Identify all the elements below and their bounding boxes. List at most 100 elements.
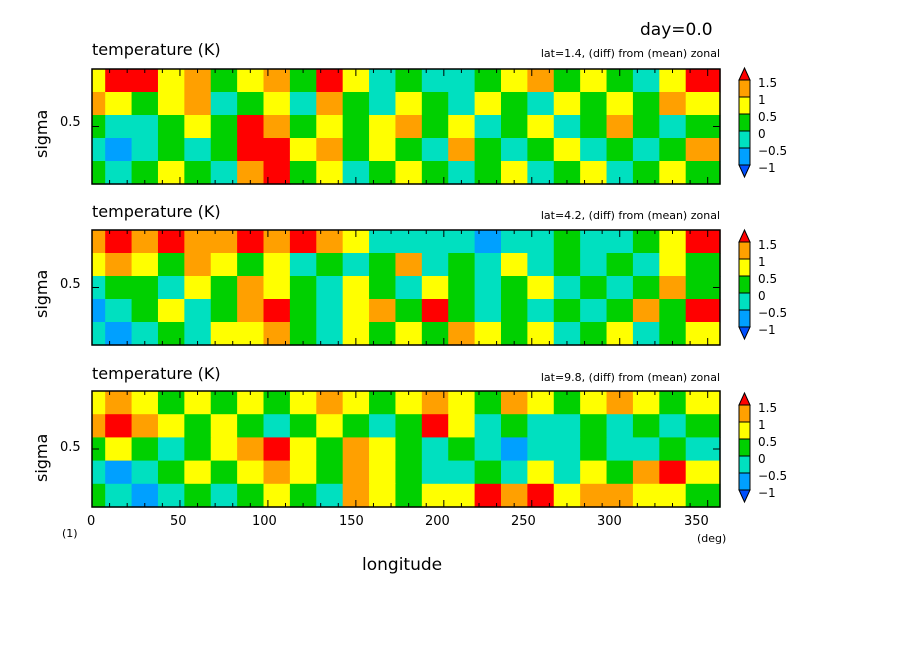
heatmap-cell: [395, 115, 423, 139]
heatmap-cell: [527, 138, 555, 162]
heatmap-cell: [263, 92, 291, 116]
heatmap-cell: [92, 69, 106, 93]
heatmap-cell: [184, 276, 212, 300]
heatmap-cell: [553, 437, 581, 462]
heatmap-cell: [105, 299, 133, 323]
heatmap-cell: [632, 437, 660, 462]
colorbar-arrow-up: [738, 228, 751, 243]
heatmap-cell: [553, 230, 581, 254]
heatmap-cell: [632, 276, 660, 300]
heatmap-cell: [553, 322, 581, 346]
heatmap-cell: [210, 92, 238, 116]
heatmap-cell: [289, 115, 317, 139]
heatmap-cell: [500, 391, 528, 415]
heatmap-cell: [659, 276, 687, 300]
heatmap-cell: [500, 115, 528, 139]
heatmap-cell: [289, 161, 317, 185]
heatmap-cell: [369, 161, 397, 185]
heatmap-cell: [316, 322, 344, 346]
panel-1-subtitle: lat=1.4, (diff) from (mean) zonal: [540, 47, 720, 60]
heatmap-cell: [448, 230, 476, 254]
heatmap-cell: [316, 299, 344, 323]
colorbar-segment: [738, 438, 751, 457]
heatmap-cell: [369, 115, 397, 139]
heatmap-cell: [632, 161, 660, 185]
heatmap-cell: [263, 253, 291, 277]
heatmap-cell: [580, 92, 608, 116]
heatmap-cell: [369, 437, 397, 462]
colorbar-segment: [738, 455, 751, 474]
heatmap-cell: [289, 391, 317, 415]
heatmap-cell: [474, 299, 502, 323]
heatmap-cell: [131, 322, 159, 346]
heatmap-cell: [92, 253, 106, 277]
colorbar-segment: [738, 309, 751, 328]
heatmap-cell: [369, 460, 397, 485]
heatmap-cell: [105, 230, 133, 254]
colorbar-segment: [738, 130, 751, 149]
heatmap-cell: [342, 414, 370, 438]
heatmap-cell: [316, 460, 344, 485]
heatmap-cell: [316, 69, 344, 93]
heatmap-cell: [131, 230, 159, 254]
heatmap-cell: [342, 299, 370, 323]
panel-1-ytick: 0.5: [60, 115, 81, 130]
x-tick-100: 100: [252, 514, 277, 529]
x-tick-0: 0: [87, 514, 96, 529]
heatmap-cell: [369, 483, 397, 508]
heatmap-cell: [659, 230, 687, 254]
heatmap-cell: [395, 92, 423, 116]
heatmap-cell: [105, 161, 133, 185]
cb3-label-1.5: 1.5: [758, 401, 778, 415]
heatmap-cell: [210, 276, 238, 300]
heatmap-cell: [448, 391, 476, 415]
heatmap-cell: [342, 253, 370, 277]
heatmap-cell: [105, 138, 133, 162]
panel-1-ylabel: sigma: [32, 109, 51, 158]
colorbar-segment: [738, 404, 751, 423]
heatmap-cell: [659, 115, 687, 139]
heatmap-cell: [316, 92, 344, 116]
heatmap-cell: [606, 69, 634, 93]
heatmap-cell: [157, 138, 185, 162]
heatmap-cell: [184, 138, 212, 162]
heatmap-cell: [342, 230, 370, 254]
heatmap-cell: [157, 92, 185, 116]
heatmap-cell: [448, 483, 476, 508]
cb2-label-1: 1: [758, 255, 766, 269]
cb2-label-neg1: −1: [758, 323, 776, 337]
heatmap-cell: [395, 460, 423, 485]
heatmap-cell: [342, 161, 370, 185]
heatmap-cell: [395, 276, 423, 300]
heatmap-cell: [685, 230, 721, 254]
cb1-label-1: 1: [758, 93, 766, 107]
heatmap-cell: [500, 253, 528, 277]
heatmap-cell: [685, 92, 721, 116]
heatmap-cell: [263, 483, 291, 508]
cb1-label-0: 0: [758, 127, 766, 141]
heatmap-cell: [342, 437, 370, 462]
heatmap-cell: [448, 460, 476, 485]
heatmap-cell: [659, 414, 687, 438]
heatmap-cell: [606, 414, 634, 438]
heatmap-cell: [580, 161, 608, 185]
heatmap-cell: [289, 322, 317, 346]
heatmap-cell: [92, 460, 106, 485]
heatmap-cell: [316, 391, 344, 415]
x-tick-200: 200: [425, 514, 450, 529]
heatmap-cell: [553, 483, 581, 508]
heatmap-cell: [553, 391, 581, 415]
heatmap-cell: [342, 391, 370, 415]
heatmap-cell: [342, 69, 370, 93]
heatmap-cell: [316, 414, 344, 438]
heatmap-cell: [210, 299, 238, 323]
panel-3-ytick: 0.5: [60, 440, 81, 455]
heatmap-cell: [553, 115, 581, 139]
heatmap-cell: [659, 391, 687, 415]
heatmap-cell: [342, 138, 370, 162]
heatmap-cell: [369, 299, 397, 323]
heatmap-cell: [92, 299, 106, 323]
heatmap-cell: [184, 92, 212, 116]
heatmap-cell: [105, 92, 133, 116]
colorbar-segment: [738, 421, 751, 440]
